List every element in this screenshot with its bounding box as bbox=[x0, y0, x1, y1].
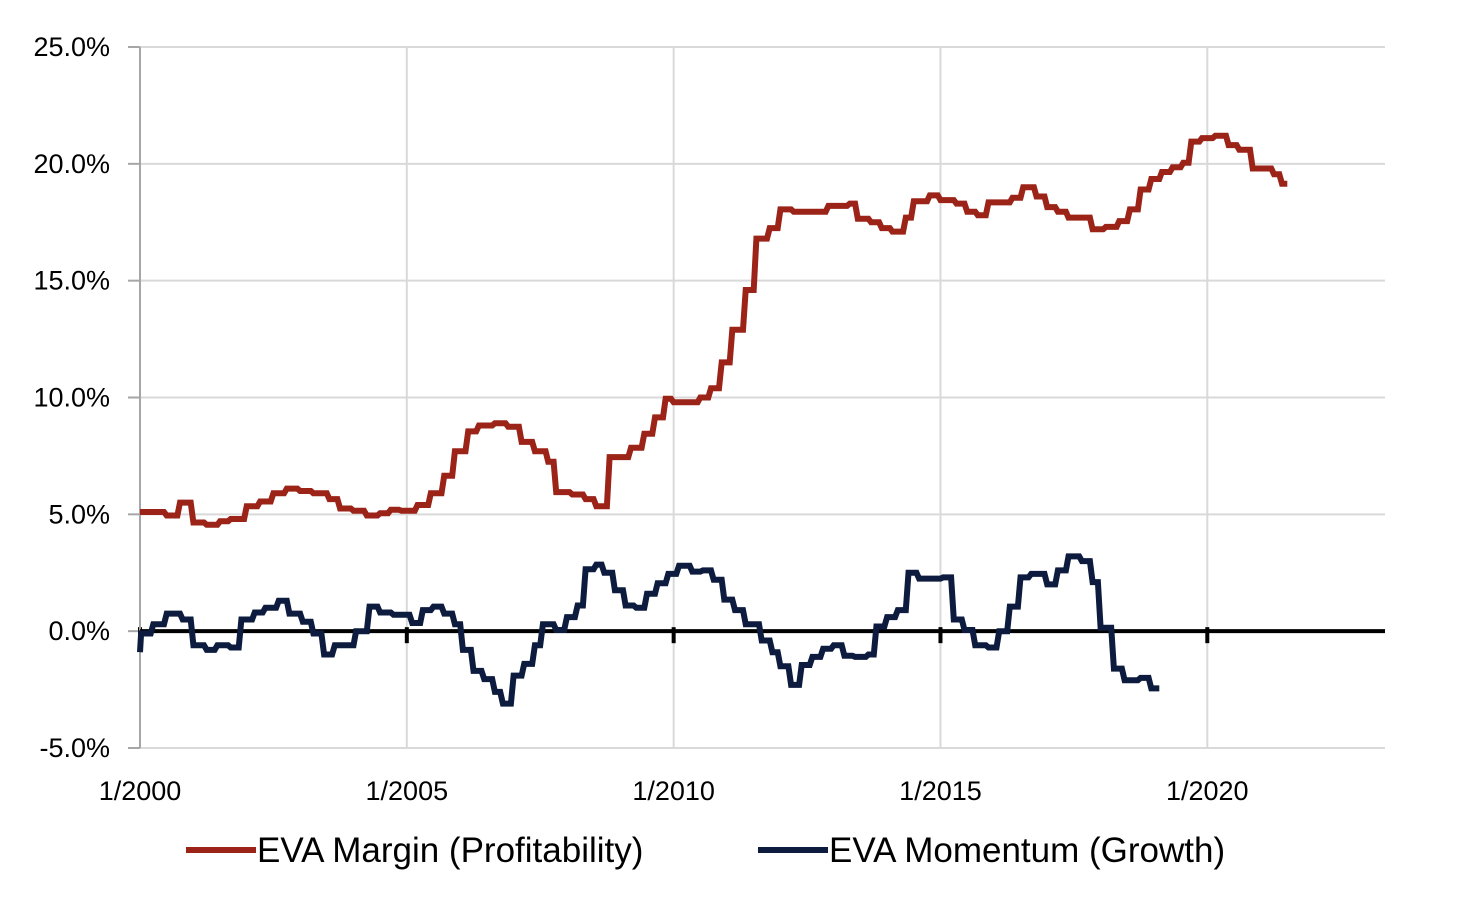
x-tick-label: 1/2020 bbox=[1166, 776, 1249, 806]
y-tick-label: 25.0% bbox=[33, 32, 110, 62]
y-tick-label: 0.0% bbox=[48, 616, 110, 646]
legend-label: EVA Momentum (Growth) bbox=[829, 831, 1225, 870]
x-tick-label: 1/2005 bbox=[366, 776, 449, 806]
tick-labels: -5.0% 0.0% 5.0% 10.0% 15.0% 20.0% 25.0% 1/2000 1… bbox=[33, 32, 1248, 806]
y-tick-label: 20.0% bbox=[33, 149, 110, 179]
legend: EVA Margin (Profitability) EVA Momentum (… bbox=[186, 831, 1225, 870]
legend-label: EVA Margin (Profitability) bbox=[257, 831, 643, 870]
y-tick-label: -5.0% bbox=[39, 733, 110, 763]
x-tick-label: 1/2000 bbox=[99, 776, 182, 806]
y-tick-label: 10.0% bbox=[33, 383, 110, 413]
x-tick-label: 1/2010 bbox=[632, 776, 715, 806]
x-tick-label: 1/2015 bbox=[899, 776, 982, 806]
series-line-eva-margin bbox=[140, 132, 1288, 528]
series-line-eva-momentum bbox=[137, 553, 1160, 707]
series-group bbox=[137, 132, 1288, 707]
y-tick-label: 5.0% bbox=[48, 499, 110, 529]
y-tick-label: 15.0% bbox=[33, 266, 110, 296]
